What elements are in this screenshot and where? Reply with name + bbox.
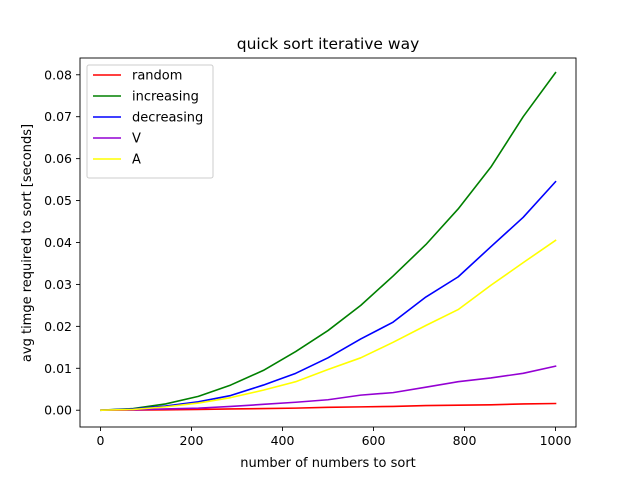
legend-label-random: random: [132, 69, 182, 84]
y-tick-label: 0.08: [44, 67, 72, 82]
series-line-a: [100, 239, 557, 412]
series-line-decreasing: [100, 180, 557, 412]
x-tick-label: 1000: [540, 433, 572, 448]
legend: random increasing decreasing VA: [86, 64, 214, 179]
legend-label-increasing: increasing: [132, 90, 199, 105]
series-line-random: [100, 402, 557, 412]
legend-label-v: V: [132, 132, 141, 147]
legend-label-decreasing: decreasing: [132, 111, 203, 126]
y-tick-label: 0.06: [44, 151, 72, 166]
y-tick-label: 0.03: [44, 277, 72, 292]
y-tick-label: 0.04: [44, 235, 72, 250]
x-tick-label: 800: [453, 433, 477, 448]
x-tick-label: 600: [362, 433, 386, 448]
x-tick-label: 0: [97, 433, 105, 448]
series-line-v: [100, 365, 557, 412]
y-axis-label: avg timge required to sort [seconds]: [20, 124, 35, 362]
plot-layer: 0 200 400 600 800 1000 0.00 0.01 0.02 0.03 0.04 0.0…: [44, 57, 577, 448]
legend-label-a: A: [132, 153, 141, 168]
chart-title: quick sort iterative way: [237, 35, 420, 53]
legend-box: [86, 64, 214, 179]
y-tick-label: 0.00: [44, 403, 72, 418]
y-tick-label: 0.01: [44, 361, 72, 376]
x-tick-label: 400: [271, 433, 295, 448]
x-axis-label: number of numbers to sort: [240, 456, 416, 471]
x-tick-label: 200: [180, 433, 204, 448]
y-tick-label: 0.05: [44, 193, 72, 208]
y-tick-label: 0.02: [44, 319, 72, 334]
series-line-increasing: [100, 71, 557, 412]
y-tick-label: 0.07: [44, 109, 72, 124]
